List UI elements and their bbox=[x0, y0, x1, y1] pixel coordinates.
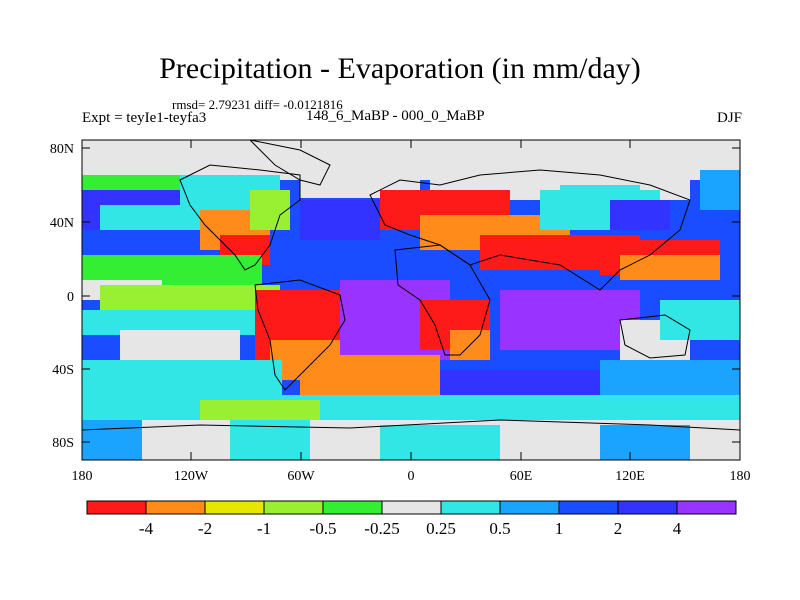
colorbar-swatch bbox=[499, 500, 560, 515]
lon-ticks bbox=[81, 140, 631, 460]
colorbar-label: 1 bbox=[555, 519, 564, 538]
lat-label-80n: 80N bbox=[50, 142, 74, 157]
colorbar-label: -0.5 bbox=[310, 519, 337, 538]
experiment-label: Expt = teyIe1-teyfa3 bbox=[82, 110, 207, 126]
stats-text: rmsd= 2.79231 diff= -0.0121816 bbox=[172, 97, 343, 112]
lon-label-120w: 120W bbox=[174, 469, 209, 484]
lon-label-180e: 180 bbox=[730, 469, 751, 484]
colorbar-swatch bbox=[440, 500, 501, 515]
colorbar-label: 2 bbox=[614, 519, 623, 538]
colorbar-swatch bbox=[145, 500, 206, 515]
lat-label-40n: 40N bbox=[50, 216, 74, 231]
season-label: DJF bbox=[716, 110, 742, 126]
colorbar-label: 4 bbox=[673, 519, 682, 538]
lon-label-60e: 60E bbox=[510, 469, 533, 484]
colorbar-labels: -4 -2 -1 -0.5 -0.25 0.25 0.5 1 2 4 bbox=[139, 519, 682, 538]
colorbar-label: 0.25 bbox=[426, 519, 456, 538]
lat-label-0: 0 bbox=[67, 290, 74, 305]
lon-label-120e: 120E bbox=[615, 469, 645, 484]
colorbar-swatch bbox=[381, 500, 442, 515]
colorbar-swatch bbox=[86, 500, 147, 515]
colorbar-swatch bbox=[263, 500, 324, 515]
lon-label-180w: 180 bbox=[72, 469, 93, 484]
colorbar-label: -1 bbox=[257, 519, 271, 538]
colorbar-swatch bbox=[322, 500, 383, 515]
lon-label-60w: 60W bbox=[287, 469, 315, 484]
lat-label-80s: 80S bbox=[52, 436, 74, 451]
period-label: 148_6_MaBP - 000_0_MaBP bbox=[306, 108, 485, 124]
colorbar-label: -4 bbox=[139, 519, 154, 538]
map-title: Precipitation - Evaporation (in mm/day) bbox=[159, 52, 641, 85]
precip-evap-field bbox=[82, 140, 740, 460]
lat-ticks bbox=[82, 147, 740, 443]
colorbar-swatch bbox=[676, 500, 737, 515]
colorbar-swatch bbox=[558, 500, 619, 515]
colorbar-label: -0.25 bbox=[364, 519, 399, 538]
colorbar-swatch bbox=[617, 500, 678, 515]
lon-label-0: 0 bbox=[408, 469, 415, 484]
colorbar-label: 0.5 bbox=[489, 519, 510, 538]
colorbar-label: -2 bbox=[198, 519, 212, 538]
lat-label-40s: 40S bbox=[52, 363, 74, 378]
colorbar bbox=[86, 500, 737, 515]
colorbar-swatch bbox=[204, 500, 265, 515]
